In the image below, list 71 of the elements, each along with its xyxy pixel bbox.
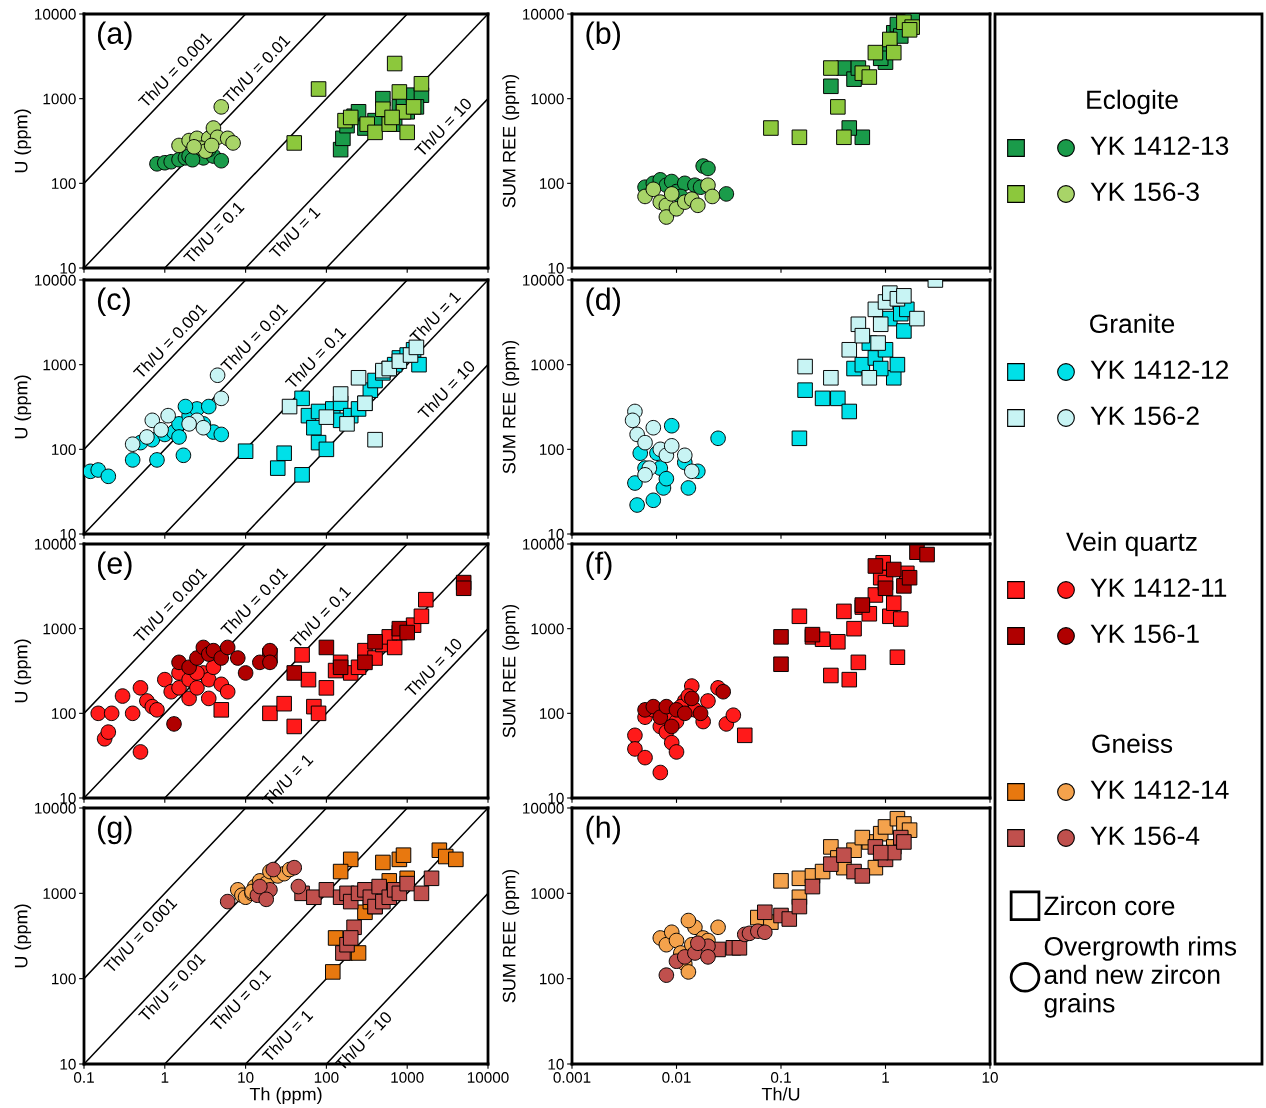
text: YK 1412-12 xyxy=(1090,360,1229,379)
text: YK 156-2 xyxy=(1090,406,1199,426)
y-tick-label: 1000 xyxy=(43,623,76,635)
chart-title: (d) xyxy=(586,287,620,317)
y-axis-title: SUM REE (ppm) xyxy=(502,340,520,474)
chart-title: (a) xyxy=(98,21,132,51)
y-axis-title: SUM REE (ppm) xyxy=(502,869,520,1003)
legend-label: YK 1412-11 xyxy=(1090,578,1227,597)
y-tick-label: 100 xyxy=(52,178,76,190)
x-tick-label: 0.01 xyxy=(662,1072,691,1083)
y-tick-label: 100 xyxy=(52,973,76,985)
y-tick-label: 100 xyxy=(540,708,564,720)
y-tick-label: 100 xyxy=(540,178,564,190)
legend-title: Vein quartz xyxy=(1066,531,1197,557)
x-tick-label: 10 xyxy=(982,1072,998,1083)
legend-label: Overgrowth rims and new zircon grains xyxy=(1044,936,1237,1018)
legend-title: Gneiss xyxy=(1092,733,1173,754)
y-tick-label: 10000 xyxy=(35,538,76,550)
y-tick-label: 1000 xyxy=(531,623,564,635)
y-tick-label: 1000 xyxy=(531,888,564,900)
text: YK 156-4 xyxy=(1090,826,1200,846)
legend-title: Eclogite xyxy=(1087,89,1178,115)
x-axis-title: Th/U xyxy=(761,1087,800,1101)
y-tick-label: 10000 xyxy=(523,538,564,550)
y-tick-label: 1000 xyxy=(43,359,76,371)
y-axis-title: U (ppm) xyxy=(14,904,32,968)
y-tick-label: 10000 xyxy=(35,274,76,286)
x-tick-label: 10 xyxy=(238,1072,254,1083)
x-tick-label: 1 xyxy=(161,1072,169,1083)
y-tick-label: 1000 xyxy=(531,93,564,105)
y-axis-title: SUM REE (ppm) xyxy=(502,604,520,738)
legend-label: YK 1412-13 xyxy=(1090,136,1229,156)
x-tick-label: 1 xyxy=(882,1072,889,1083)
x-axis-title: Th (ppm) xyxy=(249,1087,322,1105)
legend-label: YK 156-3 xyxy=(1090,182,1199,202)
y-tick-label: 1000 xyxy=(531,359,564,371)
y-tick-label: 100 xyxy=(540,444,564,456)
chart-title: (g) xyxy=(98,815,132,845)
y-tick-label: 10000 xyxy=(35,802,76,814)
y-tick-label: 10 xyxy=(548,1058,564,1070)
x-tick-label: 1000 xyxy=(391,1072,424,1083)
y-tick-label: 10000 xyxy=(35,8,76,20)
y-tick-label: 10000 xyxy=(523,274,564,286)
y-tick-label: 100 xyxy=(540,973,564,985)
y-tick-label: 1000 xyxy=(43,93,76,105)
y-tick-label: 1000 xyxy=(43,888,76,900)
chart-title: (e) xyxy=(98,551,132,581)
y-axis-title: SUM REE (ppm) xyxy=(502,74,520,208)
chart-title: (h) xyxy=(586,815,620,845)
x-tick-label: 0.1 xyxy=(770,1072,791,1083)
x-tick-label: 0.001 xyxy=(553,1072,591,1083)
legend-label: Zircon core xyxy=(1044,895,1175,916)
text: YK 1412-14 xyxy=(1090,780,1229,799)
y-tick-label: 10 xyxy=(548,262,564,274)
y-tick-label: 10 xyxy=(60,262,76,274)
y-tick-label: 100 xyxy=(52,708,76,720)
legend-label: YK 156-1 xyxy=(1090,624,1199,644)
x-tick-label: 100 xyxy=(314,1072,339,1083)
y-axis-title: U (ppm) xyxy=(14,109,32,173)
x-tick-label: 10000 xyxy=(467,1072,509,1083)
y-tick-label: 10000 xyxy=(523,8,564,20)
y-axis-title: U (ppm) xyxy=(14,375,32,439)
y-tick-label: 10000 xyxy=(523,802,564,814)
chart-title: (b) xyxy=(586,21,620,51)
legend-title: Granite xyxy=(1090,313,1175,334)
y-axis-title: U (ppm) xyxy=(14,639,32,703)
chart-title: (f) xyxy=(586,551,612,581)
y-tick-label: 10 xyxy=(60,1058,76,1070)
chart-title: (c) xyxy=(98,287,130,317)
x-tick-label: 0.1 xyxy=(73,1072,94,1083)
y-tick-label: 100 xyxy=(52,444,76,456)
